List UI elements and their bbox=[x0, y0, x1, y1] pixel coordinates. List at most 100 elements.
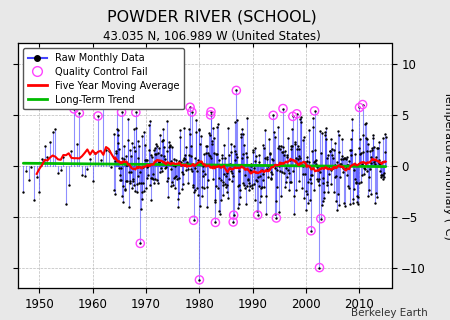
Point bbox=[282, 148, 289, 154]
Point bbox=[205, 177, 212, 182]
Point bbox=[121, 157, 128, 162]
Point bbox=[331, 148, 338, 153]
Point bbox=[339, 156, 346, 162]
Point bbox=[347, 153, 355, 158]
Point bbox=[349, 196, 356, 202]
Point bbox=[176, 127, 184, 132]
Point bbox=[63, 201, 70, 206]
Point bbox=[369, 145, 376, 150]
Point bbox=[309, 116, 316, 121]
Point bbox=[362, 121, 369, 126]
Point bbox=[327, 148, 334, 153]
Point bbox=[132, 148, 139, 153]
Point bbox=[68, 148, 75, 153]
Point bbox=[357, 180, 364, 185]
Point bbox=[368, 192, 375, 197]
Point bbox=[73, 141, 80, 146]
Point bbox=[198, 193, 205, 198]
Point bbox=[214, 152, 221, 157]
Point bbox=[151, 151, 158, 156]
Point bbox=[369, 132, 376, 138]
Text: Berkeley Earth: Berkeley Earth bbox=[351, 308, 428, 318]
Point bbox=[310, 188, 318, 193]
Point bbox=[370, 159, 378, 164]
Point bbox=[155, 159, 162, 164]
Point bbox=[316, 265, 323, 270]
Point bbox=[103, 148, 110, 153]
Point bbox=[153, 178, 161, 183]
Point bbox=[379, 172, 386, 178]
Point bbox=[118, 109, 125, 115]
Point bbox=[89, 179, 96, 184]
Point bbox=[189, 169, 196, 174]
Point bbox=[22, 168, 30, 173]
Point bbox=[245, 178, 252, 183]
Point bbox=[271, 134, 278, 140]
Point bbox=[202, 163, 209, 168]
Point bbox=[248, 164, 255, 169]
Point bbox=[355, 195, 362, 200]
Point bbox=[44, 154, 51, 159]
Point bbox=[211, 135, 218, 140]
Point bbox=[217, 177, 225, 182]
Point bbox=[129, 177, 136, 182]
Point bbox=[262, 212, 269, 217]
Point bbox=[144, 165, 151, 170]
Point bbox=[333, 198, 340, 203]
Point bbox=[194, 193, 202, 198]
Point bbox=[260, 171, 267, 176]
Point bbox=[244, 155, 251, 160]
Point bbox=[81, 174, 88, 179]
Point bbox=[342, 156, 349, 162]
Point bbox=[187, 143, 194, 148]
Point bbox=[185, 152, 192, 157]
Point bbox=[25, 177, 32, 182]
Point bbox=[139, 133, 146, 139]
Point bbox=[284, 136, 292, 141]
Point bbox=[306, 197, 313, 202]
Point bbox=[295, 147, 302, 152]
Point bbox=[41, 143, 48, 148]
Point bbox=[295, 153, 302, 158]
Point bbox=[324, 189, 332, 194]
Point bbox=[334, 128, 342, 133]
Point bbox=[353, 181, 360, 186]
Point bbox=[116, 177, 123, 182]
Point bbox=[329, 146, 336, 151]
Point bbox=[263, 166, 270, 171]
Point bbox=[344, 183, 351, 188]
Point bbox=[135, 174, 142, 179]
Point bbox=[273, 215, 280, 220]
Point bbox=[276, 210, 283, 215]
Point bbox=[274, 168, 281, 173]
Point bbox=[359, 102, 366, 107]
Point bbox=[132, 110, 140, 115]
Point bbox=[355, 146, 362, 151]
Point bbox=[76, 110, 83, 116]
Point bbox=[268, 157, 275, 162]
Point bbox=[148, 154, 155, 159]
Point bbox=[287, 144, 294, 149]
Point bbox=[376, 140, 383, 145]
Point bbox=[249, 150, 256, 155]
Point bbox=[361, 165, 368, 170]
Point bbox=[187, 166, 194, 172]
Point bbox=[289, 114, 297, 119]
Point bbox=[198, 133, 205, 139]
Point bbox=[181, 125, 188, 130]
Point bbox=[193, 129, 200, 134]
Point bbox=[272, 198, 279, 204]
Point bbox=[247, 183, 254, 188]
Point bbox=[360, 132, 367, 137]
Point bbox=[133, 190, 140, 195]
Point bbox=[131, 188, 139, 194]
Point bbox=[235, 169, 242, 174]
Point bbox=[290, 193, 297, 198]
Point bbox=[304, 192, 311, 197]
Point bbox=[345, 163, 352, 168]
Point bbox=[158, 139, 166, 144]
Point bbox=[366, 167, 373, 172]
Point bbox=[205, 130, 212, 135]
Point bbox=[292, 141, 299, 147]
Point bbox=[326, 148, 333, 153]
